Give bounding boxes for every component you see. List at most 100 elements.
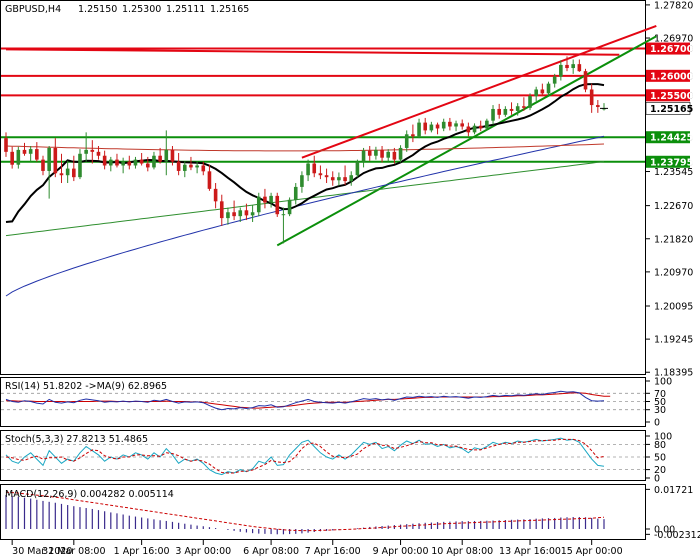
candle-body xyxy=(226,212,230,219)
candle-body xyxy=(528,96,532,108)
macd-signal-line xyxy=(5,491,605,532)
rsi-ma-line xyxy=(6,392,611,409)
time-tick-label: 15 Apr 00:00 xyxy=(561,546,623,557)
price-tick-label: 1.20095 xyxy=(654,301,693,312)
price-tick-label: 1.21820 xyxy=(654,234,693,245)
pane-tick-label: -0.002312 xyxy=(654,530,700,541)
candle-body xyxy=(441,121,446,129)
current-price-bg xyxy=(645,102,691,115)
candle-body xyxy=(133,159,138,166)
candle-body xyxy=(534,89,538,97)
ohlc-low: 1.25111 xyxy=(166,4,205,15)
candle-body xyxy=(478,125,483,129)
candle-body xyxy=(596,105,600,108)
candle-body xyxy=(300,175,304,187)
ma-blue-line xyxy=(5,135,605,297)
price-tick-label: 1.19245 xyxy=(654,335,693,346)
pane-tick-label: 0.00 xyxy=(654,525,675,536)
ma-green-line xyxy=(5,161,605,237)
candle-body xyxy=(275,195,280,215)
candle-body xyxy=(485,120,489,129)
time-tick-label: 1 Apr 16:00 xyxy=(114,546,170,557)
candle-body xyxy=(361,150,366,162)
candle-body xyxy=(448,121,452,127)
candle-body xyxy=(207,171,212,189)
candle-body xyxy=(404,134,409,148)
candle-body xyxy=(466,126,471,133)
candle-body xyxy=(28,149,33,154)
pane-tick-label: 100 xyxy=(654,377,672,388)
candle-body xyxy=(546,83,551,94)
candle-body xyxy=(454,123,458,127)
time-tick-label: 10 Apr 08:00 xyxy=(431,546,493,557)
ohlc-close: 1.25165 xyxy=(210,4,249,15)
candle-body xyxy=(250,212,255,216)
candle-body xyxy=(491,108,495,121)
chart-header-ohlc: 1.25150 1.25300 1.25111 1.25165 xyxy=(78,4,249,15)
candle-body xyxy=(515,106,520,111)
candle-body xyxy=(176,161,181,171)
time-tick-label: 6 Apr 08:00 xyxy=(243,546,299,557)
candle-body xyxy=(121,161,125,166)
candle-body xyxy=(398,147,403,160)
price-tick-label: 1.26970 xyxy=(654,34,693,45)
candle-body xyxy=(293,186,298,200)
candle-body xyxy=(559,64,563,77)
candle-body xyxy=(367,150,372,156)
candle-body xyxy=(417,122,421,137)
level-label-bg xyxy=(646,42,690,55)
candle-body xyxy=(509,108,514,111)
candle-body xyxy=(306,163,310,176)
candle-body xyxy=(189,164,193,168)
candle-body xyxy=(324,175,329,178)
pane-tick-label: 100 xyxy=(654,432,672,443)
candle-body xyxy=(139,159,144,164)
candle-body xyxy=(102,155,107,166)
price-tick-label: 1.22670 xyxy=(654,201,693,212)
candle-body xyxy=(318,173,323,176)
level-label-bg xyxy=(646,131,690,144)
pane-tick-label: 0 xyxy=(654,474,660,485)
time-tick-label: 31 Mar 08:00 xyxy=(42,546,105,557)
pane-tick-label: 30 xyxy=(654,405,666,416)
stoch-title: Stoch(5,3,3) 27.8213 51.4865 xyxy=(5,434,148,445)
price-tick-label: 1.27820 xyxy=(654,0,693,11)
candle-body xyxy=(4,138,8,152)
level-label-bg xyxy=(646,155,690,168)
stoch-pane-frame xyxy=(0,430,646,481)
level-labels: 1.26700 1.26000 1.25500 1.24425 1.23795 1.251… xyxy=(645,42,694,168)
level-label-1.25500: 1.25500 xyxy=(650,91,694,102)
level-label-1.26700: 1.26700 xyxy=(650,44,694,55)
level-label-1.23795: 1.23795 xyxy=(650,157,693,168)
candle-body xyxy=(195,165,199,168)
candle-body xyxy=(256,196,261,213)
candle-body xyxy=(109,159,113,166)
candle-body xyxy=(22,149,27,154)
macd-pane: 0.01721 0.00-0.002312 xyxy=(5,485,700,541)
candle-body xyxy=(219,201,224,219)
ma-red-line xyxy=(5,143,605,152)
trendline-support-2 xyxy=(276,35,657,247)
trendline-resistance-1 xyxy=(301,24,657,159)
candle-body xyxy=(337,177,341,181)
candle-body xyxy=(127,161,132,166)
pane-tick-label: 0.01721 xyxy=(654,485,693,496)
stoch-d-line xyxy=(5,438,605,474)
candle-body xyxy=(571,64,575,69)
time-tick-label: 7 Apr 16:00 xyxy=(305,546,361,557)
ohlc-open: 1.25150 xyxy=(78,4,117,15)
candle-body xyxy=(41,159,45,171)
candle-body xyxy=(182,164,187,171)
level-label-bg xyxy=(646,89,690,102)
candle-body xyxy=(164,149,169,162)
candle-body xyxy=(552,76,557,84)
candle-body xyxy=(152,155,156,168)
rsi-line xyxy=(5,390,605,411)
price-tick-label: 1.23545 xyxy=(654,167,693,178)
candle-body xyxy=(374,149,378,156)
candle-body xyxy=(35,149,39,160)
